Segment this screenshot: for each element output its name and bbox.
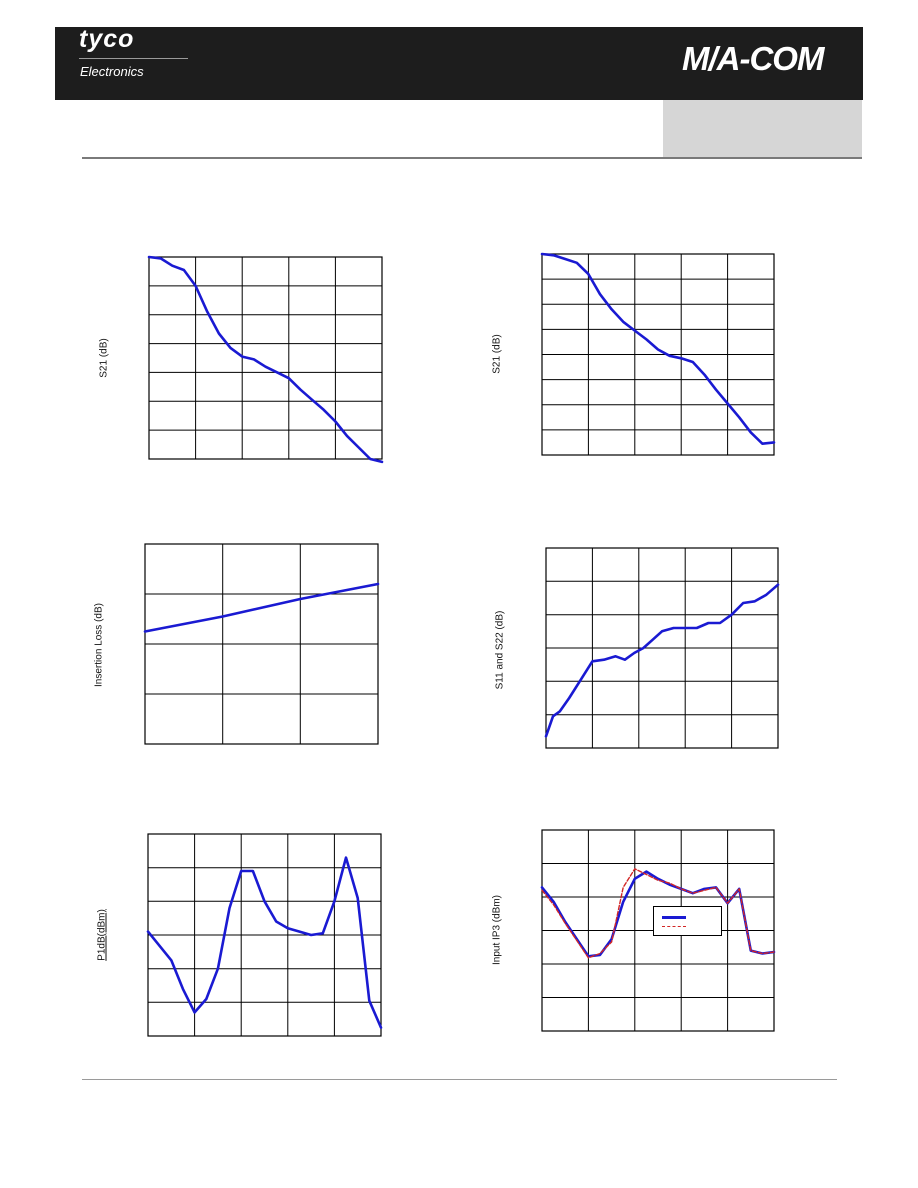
insertion-loss-chart	[143, 543, 380, 745]
legend-swatch-solid	[662, 916, 686, 919]
header-band	[55, 27, 863, 100]
series-line-1	[147, 255, 384, 464]
insertion-loss-axis-label: Insertion Loss (dB)	[93, 603, 105, 687]
return-loss-axis-label: S11 and S22 (dB)	[494, 610, 506, 690]
plot-frame	[541, 253, 775, 456]
plot-frame	[148, 256, 383, 460]
plot-frame	[147, 833, 382, 1037]
plot-frame	[541, 829, 775, 1032]
footer-rule	[82, 1079, 837, 1080]
s21-chart-1	[147, 255, 384, 464]
macom-logo: M/A-COM	[682, 40, 824, 77]
series-line-1	[540, 252, 776, 445]
s21-axis-label-2: S21 (dB)	[491, 334, 503, 374]
series-line-2	[541, 868, 775, 959]
s21-axis-label-1: S21 (dB)	[98, 338, 110, 378]
p1db-axis-label: P1dB(dBm)	[96, 909, 108, 961]
s21-chart-2	[540, 252, 776, 456]
header-grey-box	[663, 100, 862, 157]
series-line-1	[143, 582, 380, 633]
legend-swatch-dashed	[662, 926, 686, 927]
p1db-chart	[146, 833, 383, 1037]
tyco-logo: tyco	[79, 25, 135, 53]
series-line-1	[544, 583, 780, 738]
plot-frame	[545, 547, 779, 749]
header-rule	[82, 157, 862, 159]
logo-divider	[79, 58, 188, 59]
return-loss-chart	[544, 547, 780, 749]
electronics-logo: Electronics	[80, 64, 144, 79]
input-ip3-axis-label: Input IP3 (dBm)	[491, 894, 503, 966]
ip3-legend	[653, 906, 722, 936]
plot-frame	[144, 543, 379, 745]
series-line-1	[146, 856, 383, 1029]
